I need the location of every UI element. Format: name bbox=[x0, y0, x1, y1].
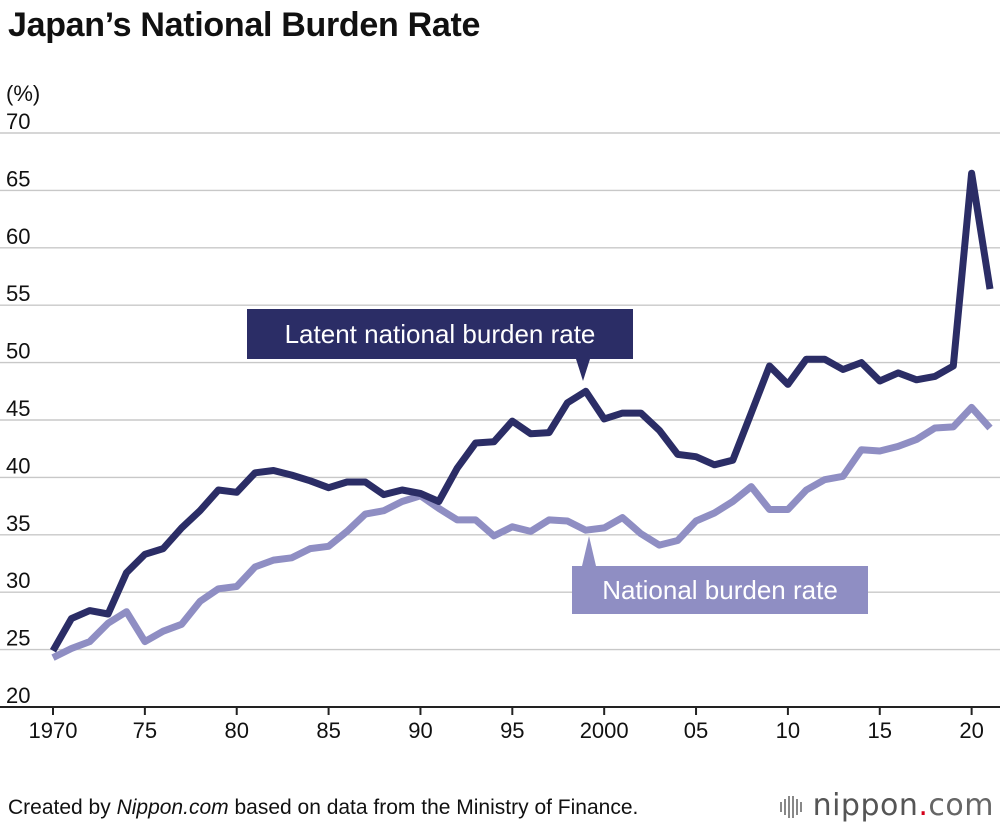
source-prefix: Created by bbox=[8, 796, 117, 819]
y-tick-label: 35 bbox=[6, 511, 30, 536]
series-line-1 bbox=[51, 403, 993, 661]
chart-title: Japan’s National Burden Rate bbox=[8, 6, 481, 44]
callout-box bbox=[572, 566, 868, 614]
x-tick-label: 95 bbox=[500, 718, 524, 743]
gridlines bbox=[0, 132, 1000, 708]
series-lines bbox=[49, 169, 994, 661]
x-tick-label: 80 bbox=[224, 718, 248, 743]
x-tick-label: 85 bbox=[316, 718, 340, 743]
callout-text: Latent national burden rate bbox=[285, 319, 596, 349]
series-line-0 bbox=[49, 169, 994, 653]
y-tick-label: 65 bbox=[6, 166, 30, 191]
logo-text: nippon bbox=[812, 788, 919, 823]
y-tick-label: 60 bbox=[6, 224, 30, 249]
callout-pointer bbox=[582, 536, 596, 566]
source-note: Created by Nippon.com based on data from… bbox=[8, 796, 638, 820]
nippon-logo: nippon.com bbox=[779, 788, 994, 823]
x-tick-label: 05 bbox=[684, 718, 708, 743]
y-tick-label: 30 bbox=[6, 568, 30, 593]
x-tick-label: 2000 bbox=[580, 718, 629, 743]
y-axis-label: (%) bbox=[6, 81, 40, 106]
y-tick-label: 20 bbox=[6, 683, 30, 708]
y-tick-label: 70 bbox=[6, 109, 30, 134]
series-callouts: Latent national burden rate National burd… bbox=[247, 309, 868, 614]
x-tick-label: 10 bbox=[776, 718, 800, 743]
x-tick-label: 15 bbox=[868, 718, 892, 743]
x-tick-label: 75 bbox=[133, 718, 157, 743]
callout-0: Latent national burden rate bbox=[247, 309, 633, 381]
source-name: Nippon.com bbox=[116, 796, 229, 819]
callout-1: National burden rate bbox=[572, 536, 868, 614]
axes: (%) 20 25 30 35 40 45 50 55 60 65 70 1970 75 80 85 90 95… bbox=[6, 81, 984, 743]
logo-bars-icon bbox=[779, 795, 802, 818]
callout-box bbox=[247, 309, 633, 359]
callout-pointer bbox=[576, 359, 590, 381]
line-chart: (%) 20 25 30 35 40 45 50 55 60 65 70 1970 75 80 85 90 95… bbox=[0, 81, 1000, 743]
x-tick-label: 1970 bbox=[29, 718, 78, 743]
y-tick-label: 40 bbox=[6, 453, 30, 478]
logo-com: com bbox=[928, 788, 994, 823]
x-tick-label: 90 bbox=[408, 718, 432, 743]
source-suffix: based on data from the Ministry of Finan… bbox=[228, 796, 639, 819]
callout-text: National burden rate bbox=[602, 575, 838, 605]
y-tick-label: 50 bbox=[6, 339, 30, 364]
x-tick-label: 20 bbox=[959, 718, 983, 743]
y-tick-label: 55 bbox=[6, 281, 30, 306]
y-tick-label: 45 bbox=[6, 396, 30, 421]
logo-dot: . bbox=[918, 788, 929, 823]
y-tick-label: 25 bbox=[6, 626, 30, 651]
